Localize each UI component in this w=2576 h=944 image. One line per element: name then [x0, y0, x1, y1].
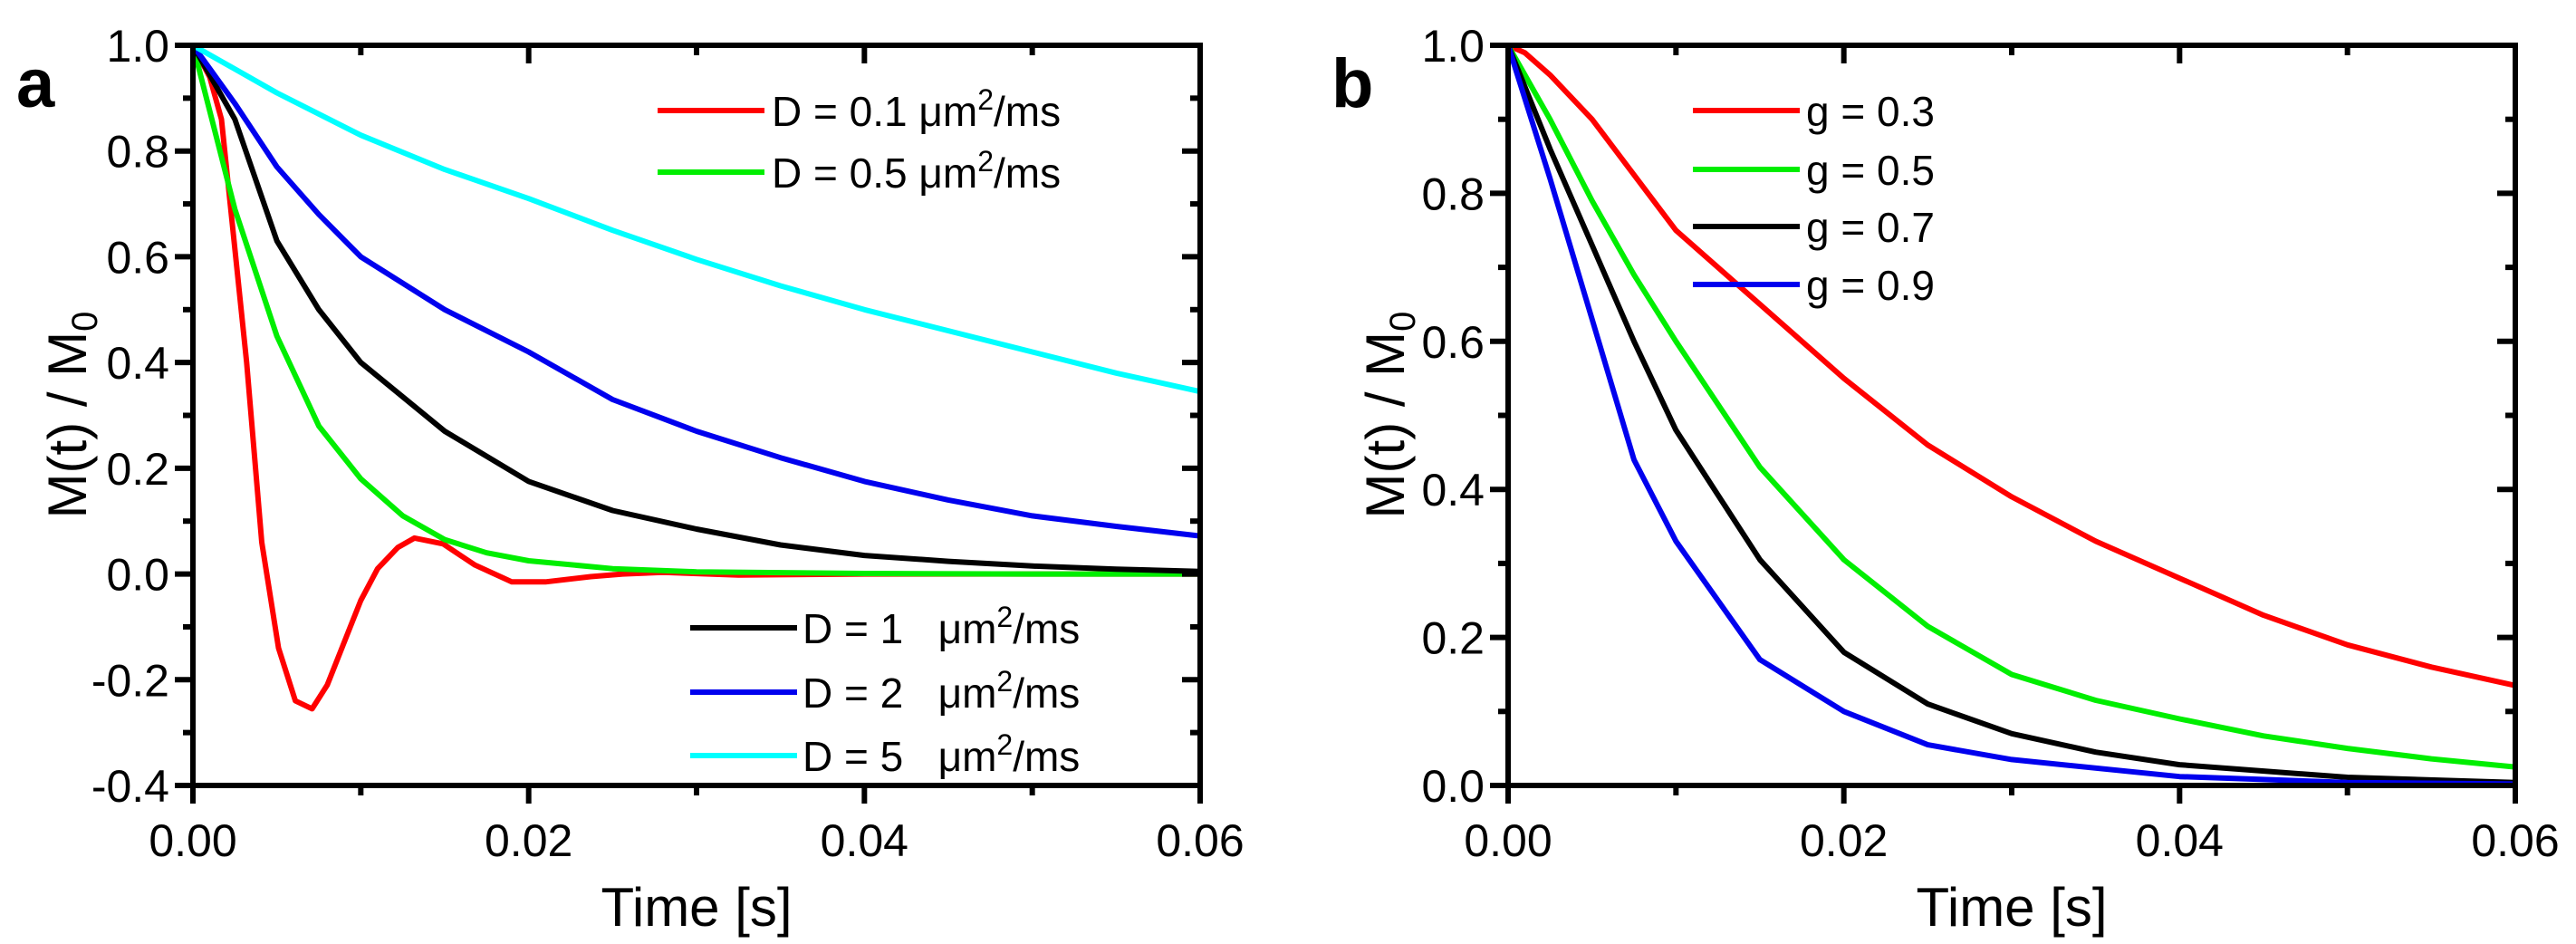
series-line	[193, 45, 1200, 539]
panel-a: 0.00 0.02 0.04 0.06 -0.4 -0.2 0.0 0.2 0.4 0.6 0.8 1…	[16, 21, 1245, 938]
x-tick-label: 0.04	[821, 815, 908, 866]
x-tick-label: 0.06	[2471, 815, 2559, 866]
y-axis-title: M(t) / M0	[1355, 312, 1423, 519]
x-tick-label: 0.06	[1156, 815, 1244, 866]
legend-label: D = 0.1 μm2/ms	[772, 83, 1061, 135]
legend-label: D = 2 μm2/ms	[803, 665, 1080, 717]
series-line	[1508, 45, 2515, 770]
x-axis-title: Time [s]	[601, 877, 792, 938]
panel-label: a	[16, 45, 55, 122]
x-tick-label: 0.02	[485, 815, 572, 866]
y-tick-label: 0.2	[106, 444, 169, 495]
legend-label-superscript: 2	[996, 601, 1013, 633]
legend-label-superscript: 2	[977, 145, 994, 178]
x-tick-label: 0.04	[2136, 815, 2224, 866]
series-line	[1508, 45, 2515, 785]
series-line	[193, 45, 1200, 574]
legend-label: D = 5 μm2/ms	[803, 728, 1080, 780]
legend-label-superscript: 2	[977, 83, 994, 116]
series-line	[1508, 45, 2515, 785]
legend-label-main: D = 0.5 μm	[772, 149, 977, 197]
x-tick-label: 0.02	[1800, 815, 1888, 866]
legend-label-main: D = 1 μm	[803, 605, 996, 652]
legend-label-main: g = 0.7	[1806, 204, 1935, 251]
legend: D = 0.1 μm2/msD = 0.5 μm2/ms	[658, 83, 1061, 197]
legend: g = 0.3 g = 0.5 g = 0.7 g = 0.9	[1693, 88, 1935, 309]
legend-label-tail: /ms	[994, 88, 1061, 135]
y-axis-title-subscript: 0	[65, 312, 105, 332]
y-tick-label: -0.2	[91, 655, 169, 706]
legend-label-main: g = 0.9	[1806, 262, 1935, 309]
legend-label-main: D = 5 μm	[803, 733, 996, 780]
legend-label-tail: /ms	[1013, 733, 1080, 780]
series-line	[193, 45, 1200, 577]
y-tick-label: 0.4	[1421, 465, 1485, 515]
legend: D = 1 μm2/msD = 2 μm2/msD = 5 μm2/ms	[690, 601, 1080, 780]
y-tick-label: 0.6	[1421, 317, 1485, 368]
legend-label: D = 0.5 μm2/ms	[772, 145, 1061, 197]
legend-label-main: g = 0.5	[1806, 147, 1935, 194]
series-line	[1508, 45, 2515, 689]
legend-label-superscript: 2	[996, 728, 1013, 761]
y-axis-title-subscript: 0	[1383, 312, 1423, 332]
y-axis-title-main: M(t) / M	[1355, 332, 1416, 519]
legend-label: g = 0.5	[1806, 147, 1935, 194]
legend-label-tail: /ms	[1013, 605, 1080, 652]
y-tick-label: 0.4	[106, 338, 169, 389]
legend-label-main: D = 2 μm	[803, 669, 996, 717]
y-tick-label: 0.6	[106, 232, 169, 283]
y-tick-label: 0.8	[106, 127, 169, 178]
y-tick-label: 0.0	[1421, 761, 1485, 812]
legend-label: g = 0.9	[1806, 262, 1935, 309]
x-tick-label: 0.00	[149, 815, 236, 866]
legend-label-superscript: 2	[996, 665, 1013, 698]
x-axis-title: Time [s]	[1916, 877, 2107, 938]
y-tick-label: 1.0	[106, 21, 169, 72]
legend-label: g = 0.7	[1806, 204, 1935, 251]
y-tick-label: 0.2	[1421, 613, 1485, 664]
legend-label-tail: /ms	[1013, 669, 1080, 717]
y-tick-label: 1.0	[1421, 21, 1485, 72]
panel-b: 0.00 0.02 0.04 0.06 0.0 0.2 0.4 0.6 0.8 1.0 Time […	[1331, 21, 2560, 938]
legend-label-main: g = 0.3	[1806, 88, 1935, 135]
y-axis-title-main: M(t) / M	[37, 332, 98, 519]
y-tick-label: -0.4	[91, 761, 169, 812]
legend-label: g = 0.3	[1806, 88, 1935, 135]
y-axis-title: M(t) / M0	[37, 312, 105, 519]
y-tick-label: 0.0	[106, 550, 169, 601]
x-tick-label: 0.00	[1464, 815, 1552, 866]
y-tick-label: 0.8	[1421, 169, 1485, 219]
series-line	[193, 45, 1200, 395]
legend-label-tail: /ms	[994, 149, 1061, 197]
legend-label-main: D = 0.1 μm	[772, 88, 977, 135]
panel-label: b	[1331, 45, 1373, 122]
legend-label: D = 1 μm2/ms	[803, 601, 1080, 652]
